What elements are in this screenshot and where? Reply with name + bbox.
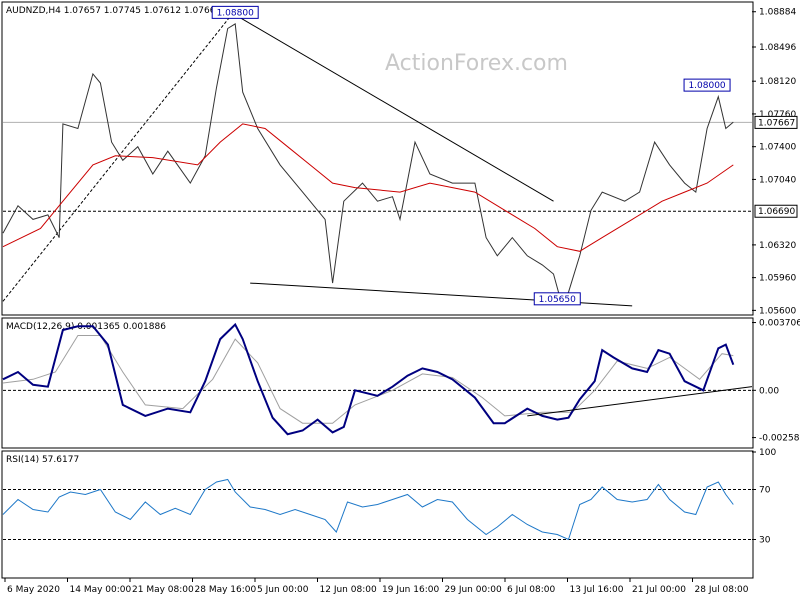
rsi-line: [2, 478, 734, 541]
y-tick-label: 1.08120: [759, 77, 796, 87]
y-tick-label: -0.002585: [759, 434, 800, 444]
x-tick-label: 12 Jun 08:00: [320, 585, 377, 595]
y-tick-label: 1.06320: [759, 241, 796, 251]
main-panel-frame: [1, 1, 754, 316]
y-tick-label: 100: [759, 448, 776, 458]
price-annotation-box: [683, 78, 731, 92]
x-tick-label: 6 Jul 08:00: [507, 585, 556, 595]
x-tick-label: 19 Jun 16:00: [382, 585, 439, 595]
x-tick-label: 13 Jul 16:00: [570, 585, 624, 595]
x-tick-label: 21 May 08:00: [132, 585, 194, 595]
trendline: [234, 14, 554, 202]
price-annotation-label: 1.05650: [539, 295, 576, 305]
y-tick-label: 1.07400: [759, 143, 796, 153]
current-price-label-box: [754, 115, 798, 129]
rsi-panel-frame: [1, 450, 754, 579]
rsi-y-axis: 100 70 30: [752, 448, 776, 546]
price-annotation-label: 1.08800: [217, 8, 254, 18]
support-level-label: 1.06690: [758, 207, 795, 217]
price-series-line: [2, 23, 734, 303]
y-tick-label: 1.08884: [759, 8, 796, 18]
price-annotation-label: 1.08000: [688, 81, 725, 91]
x-tick-label: 29 Jun 00:00: [445, 585, 502, 595]
macd-panel-frame: [1, 317, 754, 449]
y-tick-label: 30: [759, 536, 771, 546]
x-tick-label: 21 Jul 00:00: [632, 585, 686, 595]
y-tick-label: 0.00: [759, 386, 779, 396]
support-level-label-box: [754, 204, 798, 218]
time-axis: 6 May 2020 14 May 00:00 21 May 08:00 28 May…: [4, 578, 749, 595]
macd-signal-line: [2, 335, 734, 424]
main-reference-lines: [3, 121, 752, 212]
main-y-axis: 1.08884 1.08496 1.08120 1.07760 1.07400 1.070…: [752, 8, 798, 316]
current-price-label: 1.07667: [758, 118, 795, 128]
macd-line: [2, 322, 735, 436]
x-tick-label: 5 Jun 00:00: [257, 585, 309, 595]
y-tick-label: 1.07040: [759, 175, 796, 185]
x-tick-label: 6 May 2020: [7, 585, 60, 595]
price-annotation-box: [533, 292, 581, 306]
y-tick-label: 0.003706: [759, 319, 800, 329]
watermark: ActionForex.com: [385, 51, 568, 76]
price-annotations: 1.08800 1.08000 1.05650: [211, 5, 731, 306]
price-annotation-box: [211, 5, 259, 19]
macd-y-axis: 0.003706 0.00 -0.002585: [752, 319, 800, 444]
y-tick-label: 1.05600: [759, 306, 796, 316]
moving-average-line: [2, 123, 734, 252]
main-header: AUDNZD,H4 1.07657 1.07745 1.07612 1.0766…: [6, 6, 221, 16]
y-tick-label: 1.08496: [759, 43, 796, 53]
rsi-header: RSI(14) 57.6177: [6, 455, 79, 465]
y-tick-label: 1.05960: [759, 274, 796, 284]
x-tick-label: 14 May 00:00: [70, 585, 132, 595]
y-tick-label: 1.07760: [759, 110, 796, 120]
x-tick-label: 28 Jul 08:00: [695, 585, 749, 595]
macd-trendline: [527, 386, 753, 417]
y-tick-label: 70: [759, 486, 771, 496]
x-tick-label: 28 May 16:00: [195, 585, 257, 595]
